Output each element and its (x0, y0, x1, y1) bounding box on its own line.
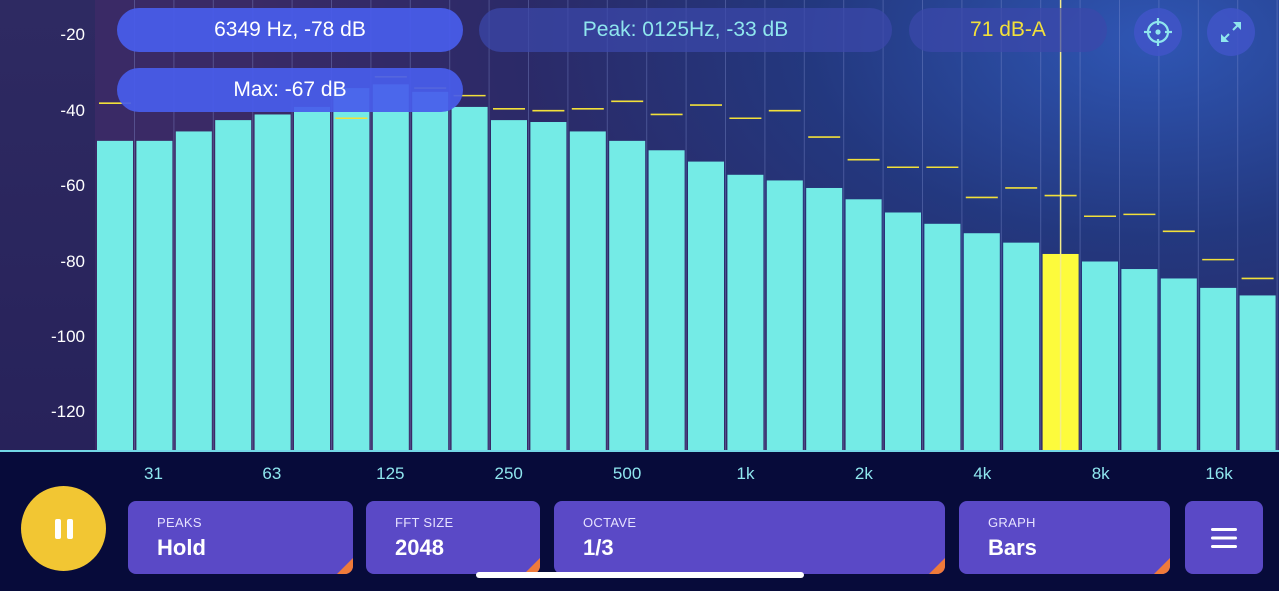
spectrum-bar (569, 131, 606, 450)
spectrum-bar (845, 199, 882, 450)
spectrum-bar (609, 140, 646, 451)
spectrum-bar (215, 120, 252, 450)
spectrum-bar (136, 140, 173, 451)
home-indicator (476, 572, 804, 578)
spectrum-bar (412, 91, 449, 450)
x-tick-label: 63 (262, 464, 282, 483)
x-tick-label: 250 (494, 464, 523, 483)
hamburger-menu-icon (1211, 527, 1237, 548)
spectrum-bar (97, 140, 133, 451)
pause-icon (54, 518, 73, 539)
graph-selector[interactable]: GRAPH Bars (959, 501, 1170, 574)
y-tick-label: -20 (60, 25, 85, 45)
x-tick-label: 31 (144, 464, 163, 483)
spectrum-bar (333, 88, 370, 450)
spectrum-bar (372, 84, 409, 450)
spectrum-bar (254, 114, 291, 450)
cursor-readout-text: 6349 Hz, -78 dB (214, 18, 366, 41)
y-tick-label: -80 (60, 251, 85, 271)
graph-label: GRAPH (988, 515, 1036, 530)
spectrum-plot[interactable] (0, 0, 1279, 452)
peaks-selector[interactable]: PEAKS Hold (128, 501, 353, 574)
spectrum-graph[interactable]: -20 -40 -60 -80 -100 -120 6349 Hz, -78 dB Pea… (0, 0, 1279, 452)
x-tick-label: 4k (973, 464, 992, 483)
spectrum-bar (1239, 295, 1276, 450)
peaks-value: Hold (157, 535, 206, 560)
spectrum-bar (766, 180, 803, 450)
peaks-label: PEAKS (157, 515, 202, 530)
spectrum-bar (1121, 269, 1158, 450)
graph-value: Bars (988, 535, 1037, 560)
spectrum-bar (963, 233, 1000, 450)
y-tick-label: -40 (60, 100, 85, 120)
fft-size-selector[interactable]: FFT SIZE 2048 (366, 501, 540, 574)
fullscreen-button[interactable] (1207, 8, 1255, 56)
octave-value: 1/3 (583, 535, 614, 560)
spectrum-bar (491, 120, 527, 450)
menu-button[interactable] (1185, 501, 1263, 574)
y-tick-label: -60 (60, 176, 85, 196)
peak-readout: Peak: 0125Hz, -33 dB (479, 8, 892, 52)
x-tick-label: 2k (854, 464, 873, 483)
spectrum-bar (1003, 242, 1040, 450)
spectrum-bar (451, 106, 488, 451)
max-readout: Max: -67 dB (117, 68, 463, 112)
level-readout: 71 dB-A (909, 8, 1107, 52)
x-axis-line (0, 450, 1279, 452)
x-tick-label: 500 (612, 464, 642, 483)
pause-button[interactable] (21, 486, 106, 571)
x-tick-label: 125 (376, 464, 405, 483)
corner-accent (524, 558, 540, 574)
crosshair-target-icon (1144, 18, 1172, 46)
level-readout-text: 71 dB-A (970, 18, 1046, 41)
x-tick-label: 1k (736, 464, 755, 483)
spectrum-bar (727, 174, 764, 451)
octave-selector[interactable]: OCTAVE 1/3 (554, 501, 945, 574)
spectrum-bar (806, 187, 843, 451)
corner-accent (1154, 558, 1170, 574)
spectrum-bar (175, 131, 212, 450)
spectrum-bar (1082, 261, 1118, 450)
fft-size-value: 2048 (395, 535, 444, 560)
spectrum-bar (1200, 287, 1237, 450)
spectrum-bar (924, 223, 961, 450)
max-readout-text: Max: -67 dB (233, 78, 347, 101)
fullscreen-arrows-icon (1221, 22, 1241, 42)
spectrum-bar (648, 150, 685, 450)
spectrum-bar (885, 212, 921, 450)
cursor-readout: 6349 Hz, -78 dB (117, 8, 463, 52)
y-axis: -20 -40 -60 -80 -100 -120 (0, 0, 95, 452)
spectrum-bar (688, 161, 724, 450)
y-tick-label: -100 (50, 326, 85, 346)
x-tick-label: 8k (1091, 464, 1110, 483)
spectrum-bar (1160, 278, 1197, 450)
fft-size-label: FFT SIZE (395, 515, 454, 530)
corner-accent (337, 558, 353, 574)
spectrum-bar (530, 122, 567, 450)
x-tick-label: 16k (1205, 464, 1233, 483)
peak-readout-text: Peak: 0125Hz, -33 dB (582, 18, 789, 41)
spectrum-bar (294, 106, 330, 451)
octave-label: OCTAVE (583, 515, 637, 530)
y-tick-label: -120 (50, 402, 85, 422)
corner-accent (929, 558, 945, 574)
target-button[interactable] (1134, 8, 1182, 56)
